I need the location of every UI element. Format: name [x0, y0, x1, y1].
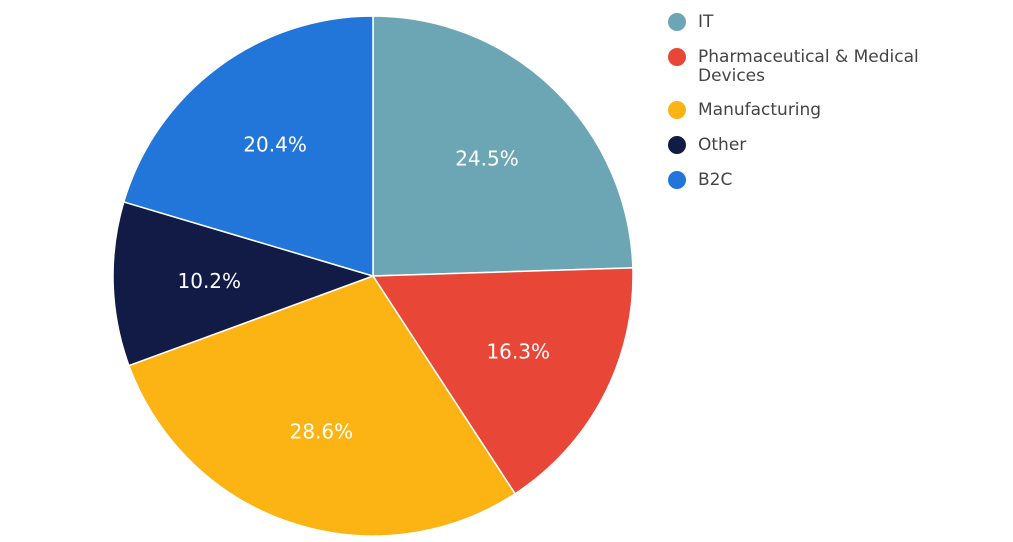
legend-marker	[668, 48, 686, 66]
legend-label: Pharmaceutical & Medical	[698, 47, 919, 67]
legend-label: B2C	[698, 170, 732, 190]
slice-value-label-manufacturing: 28.6%	[290, 419, 354, 443]
pie-slice-manufacturing[interactable]	[128, 275, 516, 537]
slice-value-label-b2c: 20.4%	[243, 133, 307, 157]
legend-marker	[668, 136, 686, 154]
legend-item-b2c[interactable]: B2C	[668, 170, 732, 190]
pie-slice-b2c[interactable]	[123, 15, 374, 277]
pie-slice-other[interactable]	[112, 201, 374, 367]
legend-marker	[668, 101, 686, 119]
legend-label: IT	[698, 12, 714, 32]
pie-slice-labels: 24.5% 16.3% 28.6% 10.2% 20.4%	[178, 133, 551, 444]
slice-value-label-it: 24.5%	[455, 146, 519, 170]
pie-slice-pharmaceutical-and-medical-devices[interactable]	[372, 267, 634, 495]
legend-label: Devices	[698, 66, 765, 86]
slice-value-label-other: 10.2%	[178, 269, 242, 293]
legend-label: Other	[698, 135, 746, 155]
slice-value-label-pharmaceutical-and-medical-devices: 16.3%	[486, 340, 550, 364]
pie-slice-it[interactable]	[372, 15, 634, 277]
legend-marker	[668, 13, 686, 31]
legend-item-it[interactable]: IT	[668, 12, 714, 32]
legend-marker	[668, 171, 686, 189]
legend-label: Manufacturing	[698, 100, 821, 120]
pie-slices	[112, 15, 634, 537]
legend-item-other[interactable]: Other	[668, 135, 746, 155]
legend-item-manufacturing[interactable]: Manufacturing	[668, 100, 821, 120]
